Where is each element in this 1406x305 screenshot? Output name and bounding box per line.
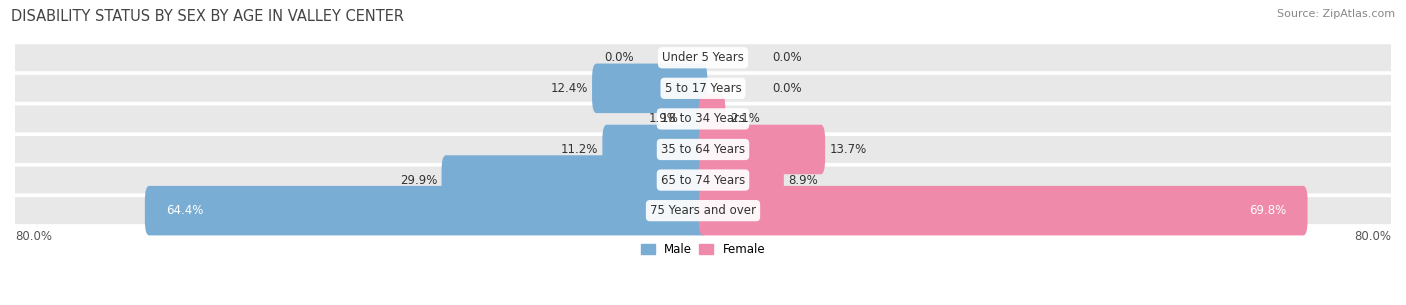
Text: 2.1%: 2.1% (730, 113, 759, 125)
Text: 12.4%: 12.4% (550, 82, 588, 95)
Text: 35 to 64 Years: 35 to 64 Years (661, 143, 745, 156)
Text: 80.0%: 80.0% (1354, 230, 1391, 242)
FancyBboxPatch shape (699, 155, 783, 205)
FancyBboxPatch shape (15, 75, 1391, 102)
Text: 13.7%: 13.7% (830, 143, 866, 156)
FancyBboxPatch shape (15, 167, 1391, 193)
Text: 65 to 74 Years: 65 to 74 Years (661, 174, 745, 187)
Text: 1.9%: 1.9% (648, 113, 678, 125)
Text: Source: ZipAtlas.com: Source: ZipAtlas.com (1277, 9, 1395, 19)
FancyBboxPatch shape (682, 94, 707, 144)
Text: 64.4%: 64.4% (166, 204, 204, 217)
Text: 0.0%: 0.0% (772, 51, 801, 64)
FancyBboxPatch shape (602, 125, 707, 174)
Text: 18 to 34 Years: 18 to 34 Years (661, 113, 745, 125)
FancyBboxPatch shape (699, 94, 725, 144)
FancyBboxPatch shape (15, 106, 1391, 132)
Text: 0.0%: 0.0% (605, 51, 634, 64)
FancyBboxPatch shape (15, 136, 1391, 163)
Text: 80.0%: 80.0% (15, 230, 52, 242)
Text: 75 Years and over: 75 Years and over (650, 204, 756, 217)
Text: 29.9%: 29.9% (399, 174, 437, 187)
Legend: Male, Female: Male, Female (636, 238, 770, 260)
FancyBboxPatch shape (441, 155, 707, 205)
Text: 11.2%: 11.2% (561, 143, 598, 156)
Text: 0.0%: 0.0% (772, 82, 801, 95)
FancyBboxPatch shape (699, 186, 1308, 235)
Text: 5 to 17 Years: 5 to 17 Years (665, 82, 741, 95)
Text: Under 5 Years: Under 5 Years (662, 51, 744, 64)
Text: 8.9%: 8.9% (789, 174, 818, 187)
FancyBboxPatch shape (592, 63, 707, 113)
FancyBboxPatch shape (15, 197, 1391, 224)
FancyBboxPatch shape (15, 44, 1391, 71)
Text: 69.8%: 69.8% (1249, 204, 1286, 217)
Text: DISABILITY STATUS BY SEX BY AGE IN VALLEY CENTER: DISABILITY STATUS BY SEX BY AGE IN VALLE… (11, 9, 405, 24)
FancyBboxPatch shape (699, 125, 825, 174)
FancyBboxPatch shape (145, 186, 707, 235)
